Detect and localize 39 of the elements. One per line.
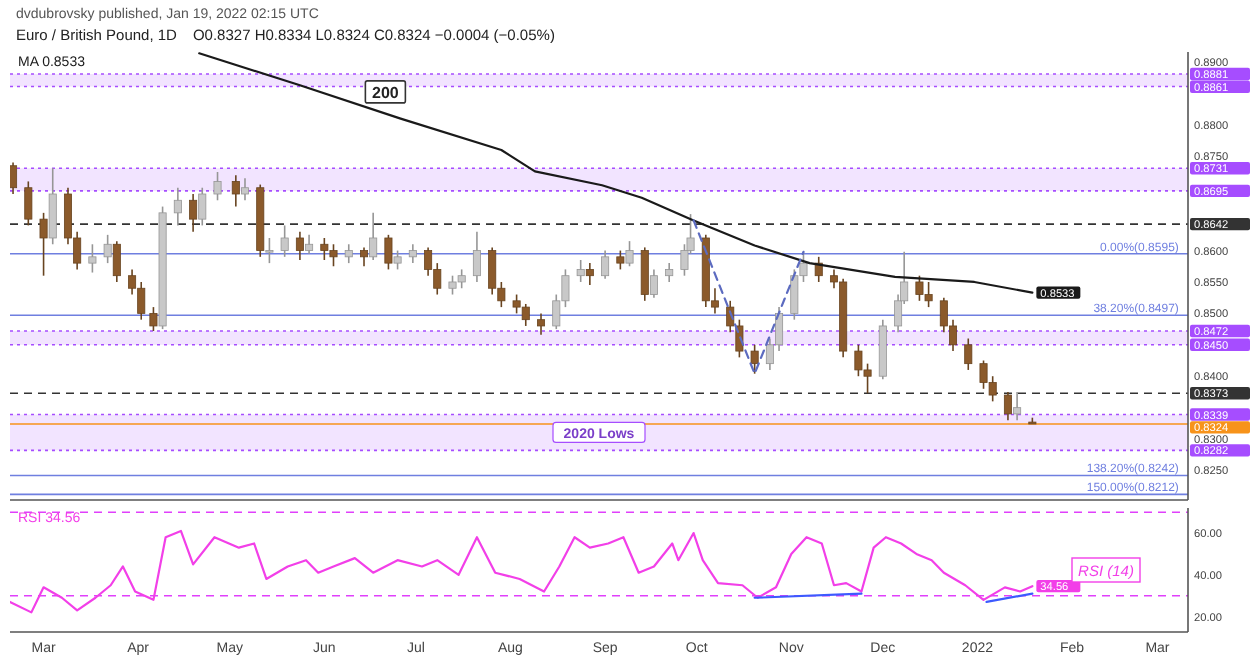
- candlestick: [189, 193, 198, 233]
- candlestick: [472, 230, 481, 283]
- candlestick: [265, 237, 274, 264]
- candlestick: [393, 249, 402, 271]
- candlestick: [344, 243, 353, 264]
- candlestick: [213, 171, 222, 202]
- candlestick: [1013, 391, 1022, 421]
- candlestick: [103, 234, 112, 264]
- candlestick: [240, 177, 249, 202]
- candlestick: [10, 161, 18, 195]
- candlestick: [112, 240, 121, 283]
- candlestick: [48, 167, 57, 246]
- candlestick: [231, 174, 240, 208]
- candlestick: [408, 243, 417, 264]
- candlestick: [601, 249, 610, 280]
- candlestick: [369, 212, 378, 261]
- candlestick: [88, 243, 97, 274]
- candlestick: [649, 268, 658, 299]
- candlestick: [1003, 391, 1012, 421]
- candlestick: [360, 246, 369, 268]
- candlestick: [665, 262, 674, 283]
- candlestick: [384, 234, 393, 271]
- candlestick: [39, 212, 48, 277]
- candlestick: [640, 246, 649, 302]
- candlestick: [305, 234, 314, 255]
- candlestick: [24, 180, 33, 227]
- candlestick: [585, 262, 594, 286]
- candlestick: [964, 337, 973, 371]
- candlestick: [625, 240, 634, 268]
- candlestick: [750, 344, 759, 375]
- candlestick: [576, 259, 585, 283]
- candlestick: [280, 224, 289, 258]
- annotation: 200: [372, 83, 400, 102]
- candlestick: [616, 249, 625, 271]
- candlestick: [173, 186, 182, 227]
- candlestick: [295, 230, 304, 261]
- candlestick: [537, 312, 546, 336]
- candlestick: [198, 186, 207, 227]
- candlestick: [149, 306, 158, 332]
